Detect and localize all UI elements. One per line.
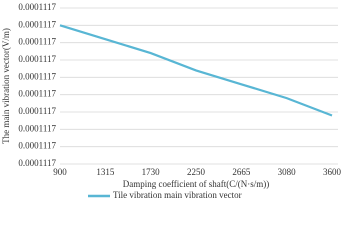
x-tick-label: 1730 [142,167,161,177]
x-axis-title: Damping coefficient of shaft(C/(N·s/m)) [123,179,270,189]
x-tick-label: 2250 [187,167,206,177]
x-tick-label: 2665 [232,167,251,177]
y-tick-label: 0.0001117 [18,19,56,29]
y-tick-label: 0.0001117 [18,158,56,168]
y-tick-label: 0.0001117 [18,106,56,116]
line-series [59,24,333,117]
chart: The main vibration vector(V/m) Damping c… [1,2,342,200]
y-tick-label: 0.0001117 [18,54,56,64]
y-tick-label: 0.0001117 [18,2,56,12]
y-tick-label: 0.0001117 [18,141,56,151]
y-tick-label: 0.0001117 [18,89,56,99]
x-tick-label: 3600 [323,167,342,177]
y-axis-title: The main vibration vector(V/m) [1,28,11,144]
y-tick-label: 0.0001117 [18,123,56,133]
y-tick-label: 0.0001117 [18,71,56,81]
y-tick-label: 0.0001117 [18,37,56,47]
x-tick-label: 900 [53,167,67,177]
legend-label: Tile vibration main vibration vector [113,190,242,200]
page: The main vibration vector(V/m) Damping c… [1,2,342,201]
x-tick-label: 3080 [278,167,297,177]
x-tick-label: 1315 [96,167,115,177]
